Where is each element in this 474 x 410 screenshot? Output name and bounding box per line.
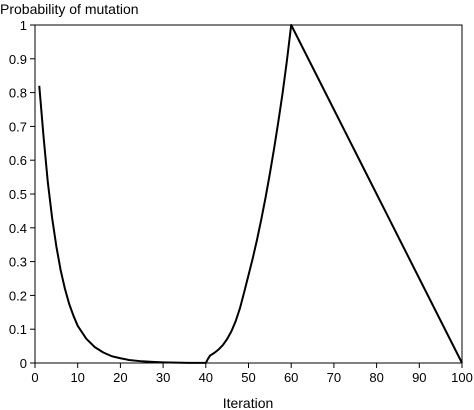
- y-tick-label: 0.2: [9, 288, 27, 303]
- x-tick-label: 10: [70, 370, 84, 385]
- y-tick-label: 0.6: [9, 153, 27, 168]
- x-tick-label: 30: [156, 370, 170, 385]
- y-tick-label: 0.3: [9, 255, 27, 270]
- y-tick-label: 0.1: [9, 322, 27, 337]
- x-axis-title: Iteration: [223, 395, 274, 410]
- y-tick-label: 0.8: [9, 86, 27, 101]
- y-tick-label: 0: [20, 356, 27, 371]
- y-tick-label: 0.4: [9, 221, 27, 236]
- x-tick-label: 50: [241, 370, 255, 385]
- y-axis-title: Probability of mutation: [0, 1, 139, 17]
- x-tick-label: 80: [369, 370, 383, 385]
- x-tick-label: 90: [412, 370, 426, 385]
- x-tick-label: 0: [31, 370, 38, 385]
- x-tick-label: 20: [113, 370, 127, 385]
- mutation-probability-line: [38, 24, 463, 364]
- y-tick-label: 0.5: [9, 187, 27, 202]
- x-tick-label: 60: [284, 370, 298, 385]
- x-tick-label: 70: [327, 370, 341, 385]
- y-tick-label: 0.7: [9, 119, 27, 134]
- y-ticks: 0 0.1 0.2 0.3 0.4 0.5 0.6 0.7 0.8 0.9 1: [9, 18, 35, 371]
- y-tick-label: 1: [20, 18, 27, 33]
- x-tick-label: 40: [199, 370, 213, 385]
- x-tick-label: 100: [451, 370, 473, 385]
- plot-frame: [34, 24, 463, 364]
- y-tick-label: 0.9: [9, 52, 27, 67]
- x-ticks: 0 10 20 30 40 50 60 70 80 90 100: [31, 363, 473, 385]
